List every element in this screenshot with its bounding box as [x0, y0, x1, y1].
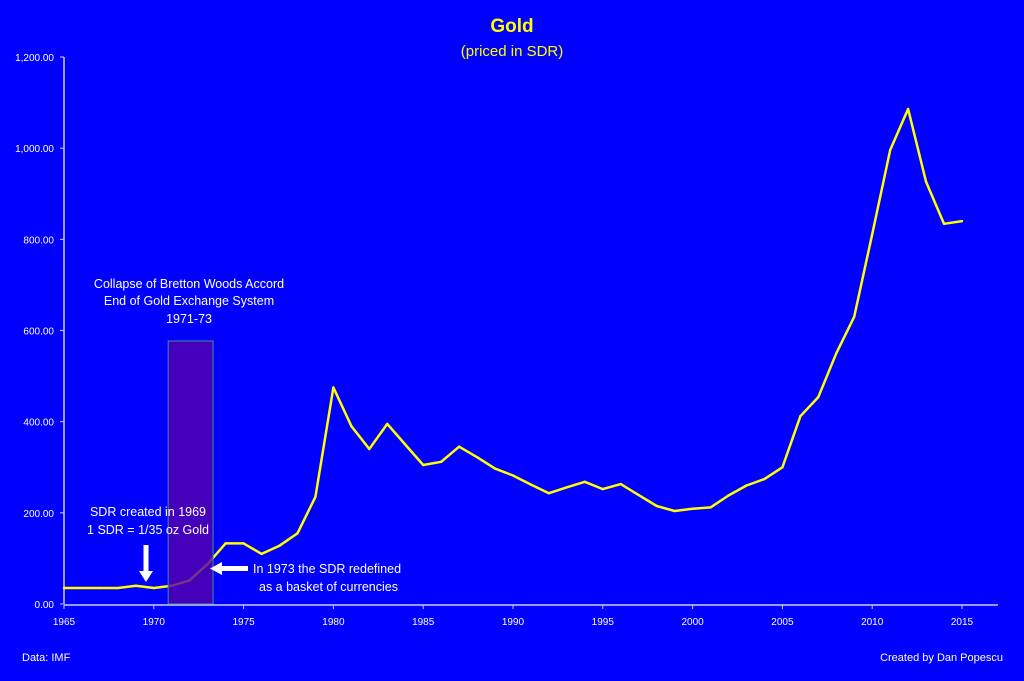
- x-tick-label: 1990: [502, 617, 525, 628]
- data-point: [888, 148, 892, 152]
- x-tick-label: 2005: [771, 617, 794, 628]
- data-point: [116, 586, 120, 590]
- x-tick-label: 2010: [861, 617, 884, 628]
- data-point: [260, 552, 263, 556]
- data-point: [601, 487, 604, 491]
- annotation-sdr-created-line2: 1 SDR = 1/35 oz Gold: [87, 523, 209, 537]
- chart-title: Gold: [490, 16, 533, 37]
- x-tick-label: 2015: [951, 617, 974, 628]
- data-point: [835, 352, 838, 355]
- data-point: [134, 584, 138, 587]
- y-tick-label: 600.00: [23, 327, 54, 338]
- data-point: [924, 180, 928, 184]
- data-point: [871, 233, 874, 236]
- data-point: [98, 586, 102, 590]
- annotation-sdr-created-line1: SDR created in 1969: [90, 505, 206, 519]
- data-point: [960, 219, 964, 223]
- bretton-woods-highlight-region: [167, 340, 214, 605]
- data-point: [278, 544, 281, 547]
- data-point: [727, 494, 730, 497]
- x-tick-label: 1985: [412, 617, 435, 628]
- data-point: [350, 425, 353, 428]
- data-point: [224, 542, 227, 545]
- data-point: [242, 542, 245, 545]
- data-point: [332, 386, 335, 389]
- x-tick-label: 1970: [143, 617, 166, 628]
- data-point: [817, 395, 820, 399]
- arrow-left-icon: [210, 562, 248, 575]
- data-point: [942, 222, 946, 226]
- y-tick-label: 400.00: [23, 418, 54, 429]
- data-point: [565, 486, 569, 489]
- annotation-bretton-woods-line1: Collapse of Bretton Woods Accord: [94, 277, 284, 291]
- data-point: [583, 480, 587, 484]
- data-point: [906, 107, 910, 111]
- annotation-sdr-redefined-line1: In 1973 the SDR redefined: [253, 562, 401, 576]
- data-point: [475, 456, 479, 459]
- x-tick-label: 2000: [681, 617, 704, 628]
- data-point: [529, 483, 533, 486]
- data-point: [619, 482, 622, 486]
- data-point: [691, 507, 694, 510]
- data-point: [853, 315, 856, 319]
- data-point: [62, 586, 66, 590]
- data-point: [493, 467, 497, 470]
- data-point: [781, 466, 784, 469]
- data-point: [799, 414, 802, 418]
- data-point: [296, 532, 299, 535]
- data-point: [673, 509, 676, 513]
- x-tick-label: 1995: [592, 617, 615, 628]
- y-tick-label: 800.00: [23, 235, 54, 246]
- data-point: [745, 484, 748, 487]
- data-point: [386, 422, 389, 426]
- y-tick-label: 200.00: [23, 509, 54, 520]
- data-source: Data: IMF: [22, 652, 71, 664]
- x-tick-label: 1975: [232, 617, 255, 628]
- data-point: [152, 586, 155, 590]
- y-tick-label: 1,000.00: [15, 144, 54, 155]
- data-point: [511, 474, 515, 477]
- data-point: [709, 506, 712, 509]
- data-point: [637, 493, 640, 497]
- x-tick-label: 1980: [322, 617, 345, 628]
- chart-credit: Created by Dan Popescu: [880, 652, 1003, 664]
- annotation-bretton-woods-line3: 1971-73: [166, 312, 212, 326]
- data-point: [547, 492, 551, 495]
- data-point: [655, 504, 658, 508]
- data-point: [368, 447, 371, 451]
- data-point: [763, 477, 766, 481]
- data-point: [457, 445, 461, 448]
- data-point: [439, 460, 443, 463]
- data-point: [80, 586, 84, 590]
- x-tick-label: 1965: [53, 617, 76, 628]
- data-point: [314, 495, 317, 499]
- data-point: [422, 463, 425, 467]
- arrow-down-icon: [139, 545, 153, 582]
- y-tick-label: 1,200.00: [15, 53, 54, 64]
- data-point: [404, 443, 407, 446]
- chart-subtitle: (priced in SDR): [461, 43, 564, 60]
- y-tick-label: 0.00: [35, 600, 55, 611]
- annotation-bretton-woods-line2: End of Gold Exchange System: [104, 294, 274, 308]
- annotation-sdr-redefined-line2: as a basket of currencies: [259, 580, 398, 594]
